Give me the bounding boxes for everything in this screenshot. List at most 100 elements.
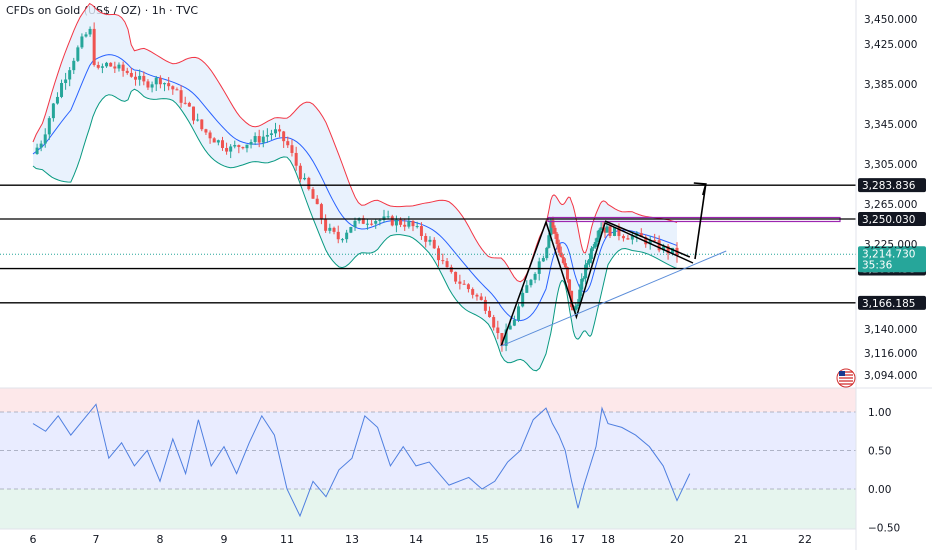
time-tick-label: 20	[670, 533, 684, 546]
candle-body	[570, 290, 574, 308]
candle-body	[212, 138, 216, 143]
indicator-tick-label: 0.00	[868, 484, 891, 496]
price-tick-label: 3,345.000	[864, 119, 917, 131]
candle-body	[411, 220, 415, 227]
candle-body	[109, 62, 113, 67]
us-flag-canton	[839, 371, 845, 376]
candle-body	[311, 189, 315, 199]
candle-body	[671, 247, 675, 254]
candle-body	[142, 75, 146, 82]
candle-body	[521, 292, 525, 307]
time-tick-label: 21	[734, 533, 748, 546]
price-tick-label: 3,140.000	[864, 324, 917, 336]
candle-body	[441, 260, 445, 262]
indicator-line	[32, 403, 691, 518]
candle-body	[586, 263, 590, 265]
candle-body	[100, 66, 104, 68]
candle-body	[336, 231, 340, 240]
pattern-zigzag-drawing[interactable]	[500, 219, 694, 347]
candle-body	[47, 118, 51, 135]
candle-body	[171, 86, 175, 90]
candle-body	[68, 70, 72, 80]
candle-body	[39, 143, 43, 148]
candle-body	[553, 227, 557, 234]
time-tick-label: 7	[93, 533, 100, 546]
candle-body	[559, 252, 563, 258]
projection-arrowhead	[693, 182, 707, 196]
candle-body	[386, 216, 390, 218]
price-tick-label: 3,094.000	[864, 370, 917, 382]
candle-body	[370, 223, 374, 225]
candle-body	[537, 261, 541, 274]
candle-body	[657, 240, 661, 251]
price-tick-label: 3,385.000	[864, 79, 917, 91]
ascending-trendline[interactable]	[501, 250, 727, 347]
candle-body	[584, 264, 588, 279]
candle-body	[269, 133, 273, 135]
candle-body	[105, 62, 109, 67]
candle-body	[621, 236, 625, 239]
candle-body	[229, 146, 233, 152]
candle-body	[51, 103, 55, 119]
candle-body	[415, 226, 419, 228]
candle-body	[340, 239, 344, 241]
level-price-tag	[858, 295, 926, 310]
candle-body	[432, 239, 436, 249]
candle-body	[492, 317, 496, 328]
candle-body	[403, 224, 407, 227]
candle-body	[138, 75, 142, 80]
candle-body	[630, 235, 634, 240]
candle-body	[662, 246, 666, 251]
candle-body	[471, 289, 475, 295]
candle-body	[196, 119, 200, 121]
candle-body	[419, 226, 423, 236]
candle-body	[547, 235, 551, 248]
level-price-tag	[858, 178, 926, 193]
bollinger-band-fill	[33, 3, 677, 371]
bollinger-upper-band	[32, 2, 678, 283]
candle-body	[407, 220, 411, 227]
candle-body	[557, 243, 561, 253]
descending-flag-line[interactable]	[604, 220, 691, 258]
projection-arrow-line[interactable]	[694, 183, 707, 260]
level-price-tag	[858, 211, 926, 226]
price-tick-label: 3,450.000	[864, 14, 917, 26]
candle-body	[475, 294, 479, 297]
candle-body	[617, 227, 621, 237]
candle-body	[220, 140, 224, 148]
candle-body	[593, 241, 597, 248]
candle-body	[374, 221, 378, 224]
candle-body	[608, 226, 612, 236]
candle-body	[449, 267, 453, 272]
candle-body	[125, 70, 129, 73]
candle-body	[307, 177, 311, 190]
candle-body	[644, 237, 648, 245]
candle-body	[551, 220, 555, 228]
candle-body	[35, 147, 39, 154]
candle-body	[597, 230, 601, 238]
candle-body	[121, 64, 125, 71]
candle-body	[225, 147, 229, 152]
candle-body	[76, 47, 80, 61]
candle-body	[496, 327, 500, 334]
candle-body	[599, 227, 603, 231]
candle-body	[603, 227, 607, 233]
candle-body	[565, 267, 569, 280]
candle-body	[303, 177, 307, 180]
candle-body	[428, 239, 432, 242]
candle-body	[64, 79, 68, 84]
candle-body	[117, 64, 121, 69]
candle-body	[587, 259, 591, 264]
candle-body	[595, 237, 599, 242]
candle-body	[245, 144, 249, 149]
candle-body	[533, 273, 537, 280]
candle-body	[88, 28, 92, 35]
time-tick-label: 16	[539, 533, 553, 546]
indicator-tick-label: 0.50	[868, 446, 891, 458]
candle-body	[424, 235, 428, 242]
candle-body	[92, 28, 96, 65]
candle-body	[253, 136, 257, 143]
candle-body	[282, 131, 286, 142]
candle-body	[298, 165, 302, 180]
